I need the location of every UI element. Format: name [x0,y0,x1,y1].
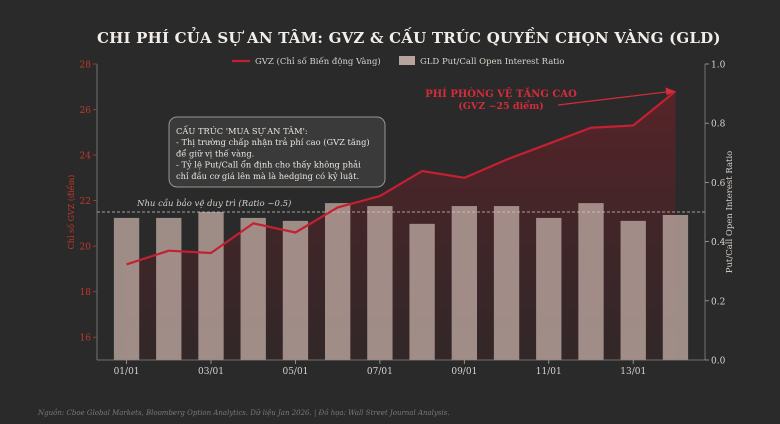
right-tick-label: 0.2 [711,297,725,307]
bar-put-call-ratio [409,223,435,360]
left-tick-label: 28 [80,61,92,71]
bar-put-call-ratio [451,206,477,360]
right-axis-title: Put/Call Open Interest Ratio [725,151,735,274]
callout-title: PHÍ PHÒNG VỆ TĂNG CAO [425,88,577,100]
right-tick-label: 1.0 [711,61,726,71]
legend-label-gld: GLD Put/Call Open Interest Ratio [420,57,565,67]
x-tick-label: 05/01 [282,367,308,377]
right-tick-label: 0.0 [711,357,726,367]
source-note: Nguồn: Cboe Global Markets, Bloomberg Op… [38,409,450,417]
left-tick-label: 22 [80,197,91,207]
left-tick-label: 18 [80,288,92,298]
callout-arrow-head [665,87,676,96]
reference-line-label: Nhu cầu bảo vệ duy trì (Ratio ~0.5) [136,198,291,209]
x-tick-label: 13/01 [620,367,646,377]
info-box-line: chỉ đầu cơ giá lên mà là hedging có kỷ l… [176,171,359,181]
right-tick-label: 0.6 [711,179,726,189]
bar-put-call-ratio [493,206,520,360]
bar-put-call-ratio [536,217,562,360]
bar-put-call-ratio [662,214,689,360]
legend-label-gvz: GVZ (Chỉ số Biến động Vàng) [255,56,381,67]
right-tick-label: 0.8 [711,120,726,130]
bar-put-call-ratio [282,220,309,360]
bar-put-call-ratio [156,217,182,360]
bar-put-call-ratio [578,203,604,360]
callout-arrow-line [557,90,672,106]
legend-swatch-gld [399,56,415,65]
info-box-line: để giữ vị thế vàng. [176,147,254,158]
bar-put-call-ratio [198,212,224,360]
x-tick-label: 01/01 [114,367,140,377]
right-tick-label: 0.4 [711,238,726,248]
x-tick-label: 09/01 [451,367,477,377]
bar-put-call-ratio [240,217,266,360]
gvz-line [126,90,677,266]
left-tick-label: 16 [80,334,92,344]
x-tick-label: 11/01 [536,367,562,377]
info-box-line: CẤU TRÚC 'MUA SỰ AN TÂM': [176,124,308,136]
left-tick-label: 26 [80,106,92,116]
chart-title: CHI PHÍ CỦA SỰ AN TÂM: GVZ & CẤU TRÚC QU… [97,29,721,47]
callout-subtitle: (GVZ ~25 điểm) [458,100,544,112]
bar-put-call-ratio [367,206,393,360]
info-box [168,116,386,188]
left-tick-label: 20 [80,243,92,253]
info-box-line: - Tỷ lệ Put/Call ổn định cho thấy không … [176,159,361,170]
info-box-line: - Thị trường chấp nhận trả phí cao (GVZ … [176,137,370,147]
left-axis-title: Chỉ số GVZ (điểm) [67,175,76,250]
x-tick-label: 07/01 [367,367,393,377]
left-tick-label: 24 [80,152,92,162]
bar-put-call-ratio [620,220,646,360]
bar-put-call-ratio [113,217,140,360]
x-tick-label: 03/01 [198,367,224,377]
bar-put-call-ratio [325,203,351,360]
